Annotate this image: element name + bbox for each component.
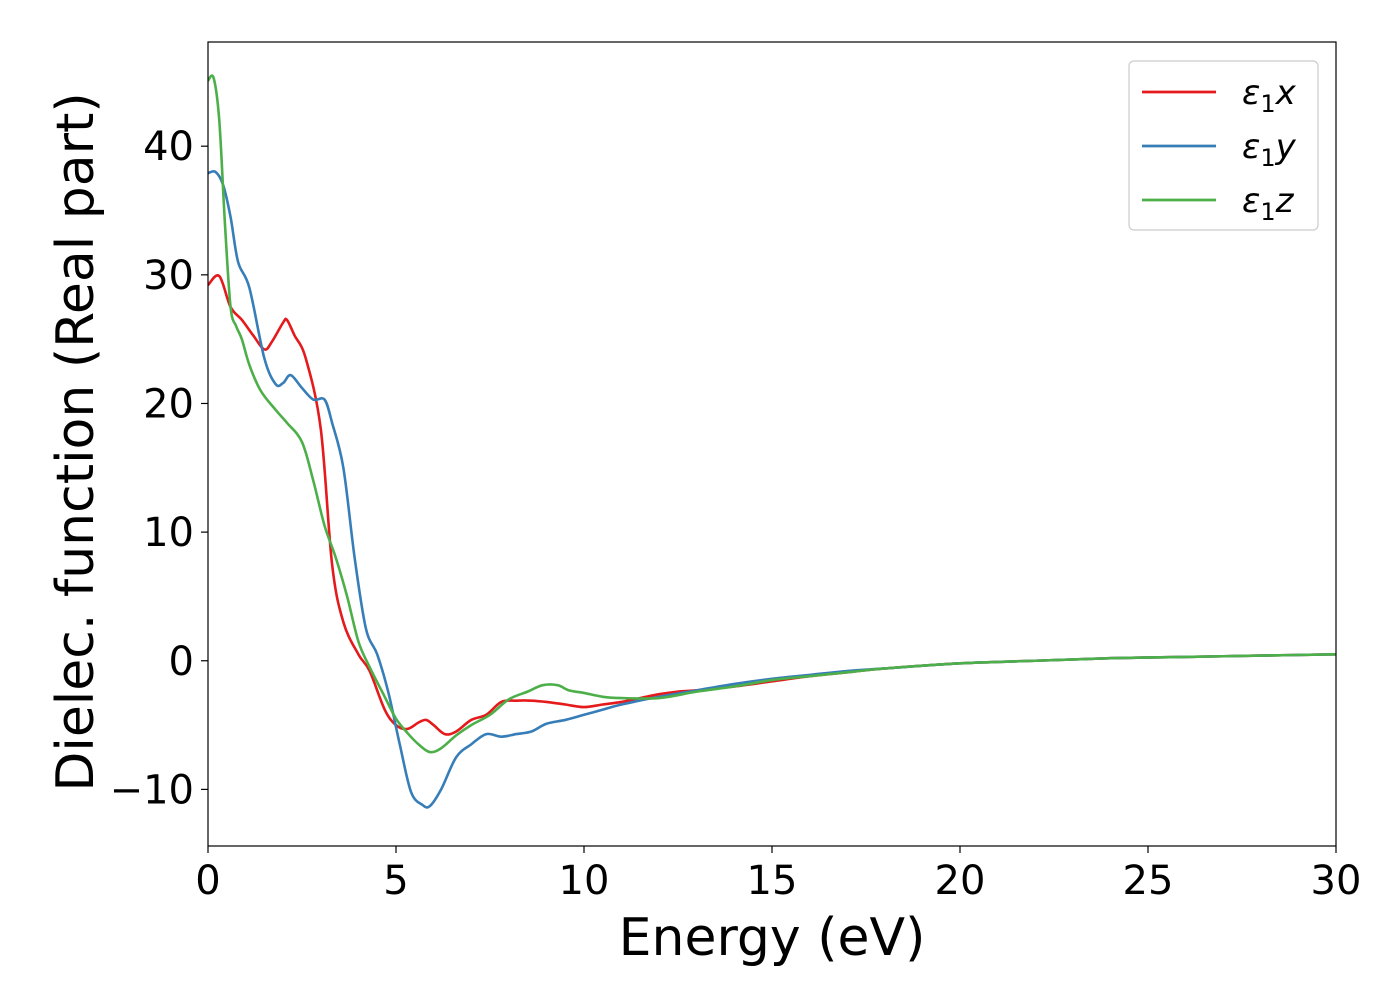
x-tick-label: 0	[195, 858, 220, 904]
y-axis-ticks: −10 0 10 20 30 40	[110, 124, 208, 813]
x-tick-label: 10	[559, 858, 610, 904]
legend-label: ε1y	[1242, 127, 1297, 172]
x-tick-label: 30	[1311, 858, 1362, 904]
legend-label: ε1x	[1242, 73, 1297, 118]
legend: ε1x ε1y ε1z	[1128, 60, 1319, 231]
series-layer	[208, 74, 1336, 809]
y-axis-label: Dielec. function (Real part)	[46, 92, 106, 791]
x-axis-label: Energy (eV)	[619, 908, 926, 968]
y-tick-label: 10	[143, 510, 194, 556]
legend-box	[1128, 60, 1319, 231]
series-line-y	[208, 169, 1336, 809]
y-tick-label: 40	[143, 124, 194, 170]
legend-item-z: ε1z	[1142, 181, 1295, 226]
y-tick-label: 0	[169, 639, 194, 685]
x-tick-label: 15	[747, 858, 798, 904]
y-tick-label: 20	[143, 381, 194, 427]
legend-label: ε1z	[1242, 181, 1295, 226]
legend-items: ε1x ε1y ε1z	[1142, 73, 1297, 226]
x-axis-ticks: 0 5 10 15 20 25 30	[195, 846, 1361, 904]
legend-item-y: ε1y	[1142, 127, 1297, 172]
legend-item-x: ε1x	[1142, 73, 1297, 118]
y-tick-label: −10	[110, 767, 194, 813]
y-tick-label: 30	[143, 253, 194, 299]
x-tick-label: 25	[1123, 858, 1174, 904]
series-line-z	[208, 74, 1336, 754]
x-tick-label: 5	[383, 858, 408, 904]
x-tick-label: 20	[935, 858, 986, 904]
